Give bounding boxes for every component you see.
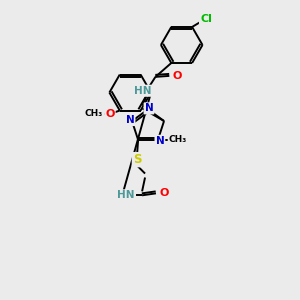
Text: N: N	[145, 103, 153, 113]
Text: O: O	[172, 71, 182, 81]
Text: HN: HN	[118, 190, 135, 200]
Text: HN: HN	[134, 86, 151, 96]
Text: N: N	[155, 136, 164, 146]
Text: N: N	[126, 115, 134, 125]
Text: CH₃: CH₃	[85, 109, 103, 118]
Text: CH₃: CH₃	[169, 135, 187, 144]
Text: O: O	[159, 188, 169, 198]
Text: O: O	[105, 109, 115, 118]
Text: S: S	[133, 153, 141, 166]
Text: Cl: Cl	[200, 14, 212, 24]
